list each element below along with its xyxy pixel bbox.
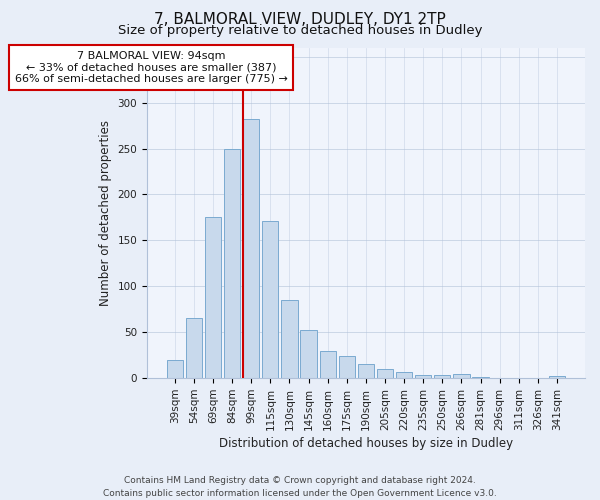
Bar [434, 374, 451, 378]
Bar [262, 221, 278, 378]
Text: 7 BALMORAL VIEW: 94sqm
← 33% of detached houses are smaller (387)
66% of semi-de: 7 BALMORAL VIEW: 94sqm ← 33% of detached… [15, 51, 287, 84]
Text: 7, BALMORAL VIEW, DUDLEY, DY1 2TP: 7, BALMORAL VIEW, DUDLEY, DY1 2TP [154, 12, 446, 28]
Bar [205, 218, 221, 378]
Bar [396, 372, 412, 378]
Bar [224, 148, 240, 378]
Bar [301, 330, 317, 378]
Bar [281, 300, 298, 378]
Bar [358, 364, 374, 378]
Bar [454, 374, 470, 378]
Bar [243, 119, 259, 378]
Bar [320, 350, 336, 378]
Y-axis label: Number of detached properties: Number of detached properties [99, 120, 112, 306]
Bar [167, 360, 183, 378]
Bar [415, 374, 431, 378]
Text: Size of property relative to detached houses in Dudley: Size of property relative to detached ho… [118, 24, 482, 37]
Text: Contains HM Land Registry data © Crown copyright and database right 2024.
Contai: Contains HM Land Registry data © Crown c… [103, 476, 497, 498]
Bar [377, 369, 393, 378]
Bar [186, 318, 202, 378]
Bar [549, 376, 565, 378]
Bar [338, 356, 355, 378]
X-axis label: Distribution of detached houses by size in Dudley: Distribution of detached houses by size … [219, 437, 513, 450]
